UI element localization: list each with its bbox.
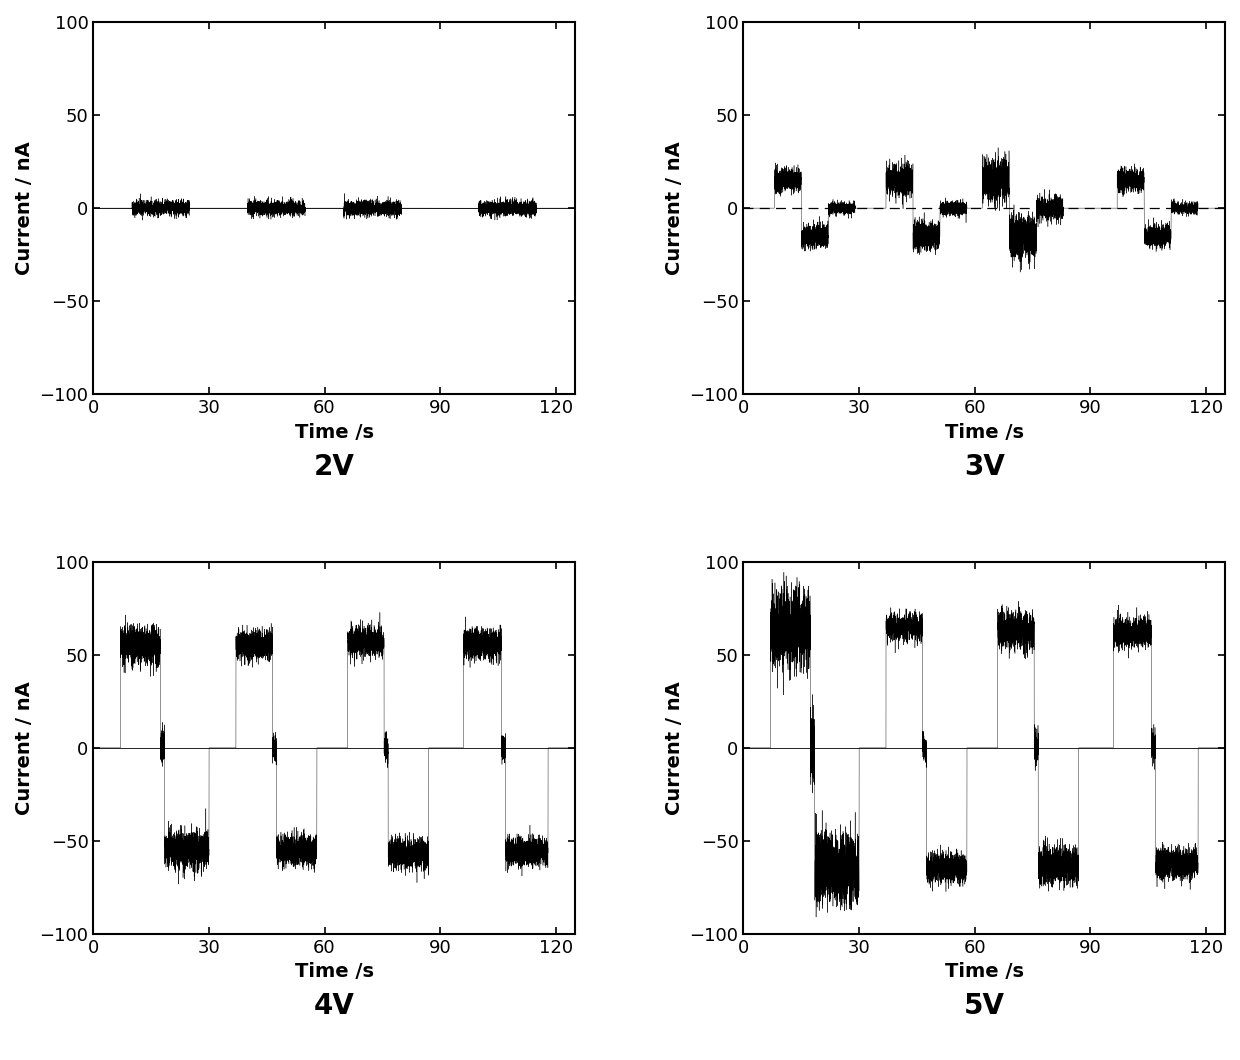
X-axis label: Time /s: Time /s [945, 423, 1024, 442]
Y-axis label: Current / nA: Current / nA [15, 681, 33, 815]
Text: 3V: 3V [963, 453, 1004, 480]
X-axis label: Time /s: Time /s [945, 962, 1024, 982]
X-axis label: Time /s: Time /s [295, 423, 373, 442]
Text: 2V: 2V [314, 453, 355, 480]
X-axis label: Time /s: Time /s [295, 962, 373, 982]
Y-axis label: Current / nA: Current / nA [665, 141, 684, 275]
Text: 5V: 5V [963, 992, 1004, 1021]
Y-axis label: Current / nA: Current / nA [15, 141, 33, 275]
Text: 4V: 4V [314, 992, 355, 1021]
Y-axis label: Current / nA: Current / nA [665, 681, 684, 815]
